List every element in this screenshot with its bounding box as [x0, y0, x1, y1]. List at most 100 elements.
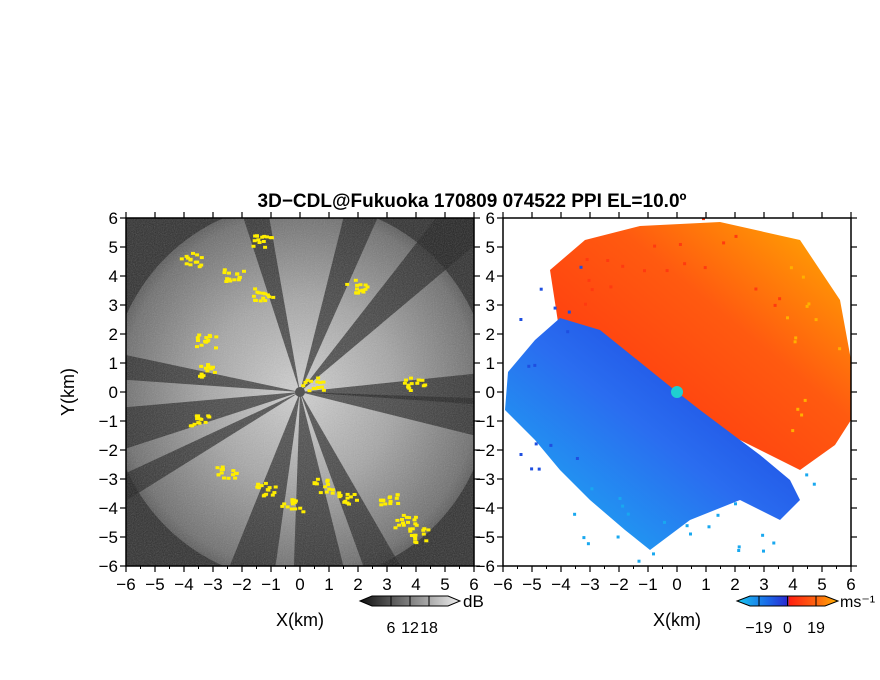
left-y-tick-label: 0	[109, 383, 118, 402]
left-x-tick-label: −6	[116, 575, 135, 594]
colorbar-tick-label: 19	[807, 620, 825, 637]
left-x-tick-label: 3	[382, 575, 391, 594]
right-y-tick-label: −4	[476, 499, 495, 518]
yellow-echo-cluster	[222, 268, 246, 283]
scatter-pixel	[838, 347, 842, 351]
scatter-pixel	[762, 549, 765, 553]
right-x-tick-label: 6	[846, 575, 855, 594]
scatter-pixel	[606, 259, 610, 262]
scatter-pixel	[793, 340, 797, 344]
scatter-pixel	[519, 318, 523, 321]
left-y-axis-label: Y(km)	[58, 368, 78, 416]
right-y-tick-label: −3	[476, 470, 495, 489]
right-x-tick-label: 4	[788, 575, 797, 594]
right-x-tick-label: −4	[551, 575, 570, 594]
right-x-tick-label: 3	[759, 575, 768, 594]
right-y-tick-label: 0	[486, 383, 495, 402]
right-y-tick-label: 1	[486, 354, 495, 373]
right-colorbar: −19 0 19 ms⁻¹	[735, 594, 875, 637]
yellow-echo-cluster	[301, 376, 326, 393]
left-y-tick-label: 5	[109, 238, 118, 257]
colorbar-tick-label: 12	[401, 620, 419, 637]
scatter-pixel	[587, 278, 591, 282]
yellow-echo-cluster	[251, 287, 276, 303]
scatter-pixel	[689, 532, 692, 536]
yellow-echo-cluster	[280, 498, 306, 514]
scatter-pixel	[585, 258, 589, 261]
right-y-tick-label: −1	[476, 412, 495, 431]
scatter-pixel	[814, 318, 818, 322]
scatter-pixel	[796, 407, 800, 411]
right-x-axis-label: X(km)	[653, 610, 701, 630]
scatter-pixel	[637, 559, 641, 563]
right-y-tick-label: 5	[486, 238, 495, 257]
left-x-tick-label: 4	[411, 575, 420, 594]
yellow-echo-cluster	[378, 493, 401, 507]
scatter-pixel	[665, 269, 669, 273]
scatter-pixel	[722, 241, 726, 245]
left-x-tick-label: 0	[295, 575, 304, 594]
left-y-tick-label: 6	[109, 209, 118, 228]
right-x-tick-label: 2	[730, 575, 739, 594]
scatter-pixel	[537, 467, 541, 471]
right-x-tick-label: 0	[672, 575, 681, 594]
left-y-tick-label: −3	[99, 470, 118, 489]
left-x-tick-label: 1	[324, 575, 333, 594]
left-x-axis-label: X(km)	[276, 610, 324, 630]
scatter-pixel	[586, 542, 590, 546]
radar-site-marker-right	[671, 386, 683, 398]
colorbar-tick-label: 0	[783, 620, 792, 637]
scatter-pixel	[584, 302, 587, 306]
scatter-pixel	[530, 467, 534, 471]
scatter-pixel	[807, 302, 811, 306]
left-y-tick-label: −4	[99, 499, 118, 518]
scatter-pixel	[539, 287, 543, 291]
scatter-pixel	[786, 316, 789, 320]
left-x-tick-label: −2	[232, 575, 251, 594]
left-x-tick-label: −1	[261, 575, 280, 594]
scatter-pixel	[773, 303, 777, 307]
scatter-pixel	[707, 525, 711, 529]
right-y-tick-label: 2	[486, 325, 495, 344]
right-x-tick-label: −5	[522, 575, 541, 594]
yellow-echo-cluster	[337, 491, 359, 506]
scatter-pixel	[805, 473, 809, 477]
scatter-pixel	[734, 234, 738, 238]
scatter-pixel	[678, 243, 682, 246]
scatter-pixel	[549, 443, 553, 447]
scatter-pixel	[754, 287, 758, 291]
right-y-tick-label: −5	[476, 528, 495, 547]
right-x-tick-label: 5	[817, 575, 826, 594]
scatter-pixel	[519, 453, 523, 456]
right-panel: −6 −5 −4 −3 −2 −1 0 1 2 3 4 5 6 −6 −5 −4 −3 −2 −1 0 1 2 3 4 5 6 X…	[476, 209, 876, 637]
receding-region	[550, 222, 851, 470]
left-colorbar-ticks: 6 12 18	[387, 596, 438, 637]
scatter-pixel	[716, 513, 720, 517]
right-x-tick-label: −3	[580, 575, 599, 594]
scatter-pixel	[582, 536, 586, 540]
scatter-pixels	[519, 218, 857, 563]
scatter-pixel	[685, 524, 689, 528]
scatter-pixel	[663, 520, 666, 524]
scatter-pixel	[626, 512, 630, 516]
scatter-pixel	[805, 304, 809, 308]
scatter-pixel	[534, 442, 538, 446]
yellow-echo-clusters	[179, 234, 431, 545]
right-y-tick-label: 4	[486, 267, 495, 286]
left-x-tick-label: −4	[174, 575, 193, 594]
scatter-pixel	[618, 497, 622, 500]
left-x-tick-label: 2	[353, 575, 362, 594]
scatter-pixel	[533, 363, 537, 367]
right-heatmap	[503, 218, 857, 566]
left-colorbar-unit: dB	[463, 592, 484, 611]
yellow-echo-cluster	[198, 363, 217, 379]
scatter-pixel	[854, 418, 857, 421]
yellow-echo-cluster	[188, 414, 212, 428]
scatter-pixel	[575, 457, 579, 460]
yellow-echo-cluster	[179, 251, 204, 269]
scatter-pixel	[800, 413, 804, 417]
left-y-tick-label: 4	[109, 267, 118, 286]
left-y-tick-label: −5	[99, 528, 118, 547]
